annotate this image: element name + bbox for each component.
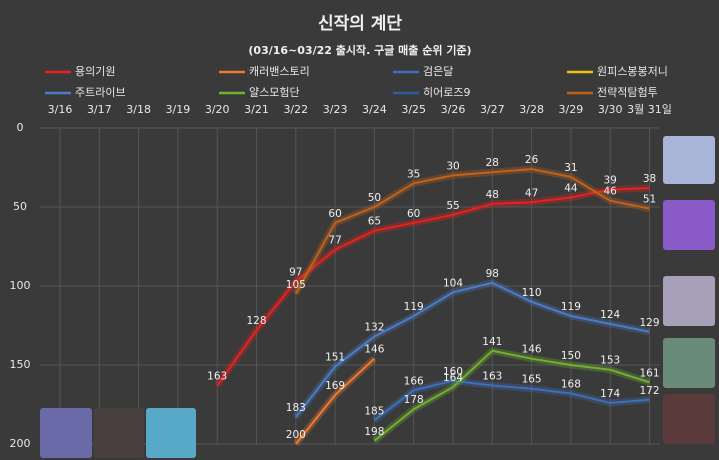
- icon: [663, 200, 715, 250]
- x-tick-label: 3/29: [559, 103, 584, 116]
- data-label: 98: [486, 268, 499, 280]
- data-label: 163: [207, 371, 227, 383]
- data-label: 51: [643, 194, 656, 206]
- data-label: 97: [289, 266, 302, 278]
- data-label: 47: [525, 187, 538, 199]
- data-label: 168: [561, 378, 581, 390]
- x-tick-label: 3/30: [598, 103, 623, 116]
- data-label: 160: [443, 366, 463, 378]
- data-label: 119: [561, 301, 581, 313]
- x-tick-label: 3/27: [480, 103, 505, 116]
- icon: [663, 136, 715, 184]
- data-label: 151: [325, 352, 345, 364]
- data-label: 150: [561, 350, 581, 362]
- y-tick-label: 150: [10, 358, 31, 371]
- data-label: 104: [443, 277, 463, 289]
- data-label: 46: [604, 186, 618, 198]
- x-tick-label: 3/28: [519, 103, 544, 116]
- icon: [663, 338, 715, 388]
- data-label: 60: [328, 208, 341, 220]
- data-label: 30: [446, 160, 459, 172]
- x-tick-label: 3/18: [126, 103, 151, 116]
- x-tick-label: 3/24: [362, 103, 387, 116]
- data-label: 26: [525, 154, 539, 166]
- data-label: 165: [522, 374, 542, 386]
- icon: [94, 408, 144, 458]
- x-tick-label: 3/23: [323, 103, 348, 116]
- data-label: 146: [522, 344, 542, 356]
- series-line: [295, 281, 650, 418]
- data-label: 129: [639, 317, 659, 329]
- icon: [663, 394, 715, 444]
- chart-title: 신작의 계단: [318, 14, 402, 34]
- data-label: 65: [368, 216, 381, 228]
- data-label: 31: [564, 162, 577, 174]
- data-label: 28: [486, 157, 499, 169]
- legend-label: 전략적탐험투: [597, 86, 658, 99]
- data-label: 169: [325, 380, 345, 392]
- data-label: 48: [486, 189, 499, 201]
- data-label: 141: [482, 336, 502, 348]
- x-tick-label: 3/26: [441, 103, 466, 116]
- x-tick-label: 3/17: [87, 103, 112, 116]
- data-label: 200: [286, 429, 306, 441]
- game-icons: [40, 136, 715, 458]
- data-label: 178: [404, 394, 424, 406]
- data-label: 105: [286, 279, 306, 291]
- x-tick-label: 3/22: [283, 103, 308, 116]
- data-label: 77: [328, 235, 341, 247]
- data-label: 128: [246, 315, 266, 327]
- y-tick-label: 50: [13, 200, 27, 213]
- icon: [663, 276, 715, 326]
- series-line: [295, 357, 376, 445]
- data-label: 146: [364, 344, 384, 356]
- x-tick-label: 3/16: [48, 103, 73, 116]
- legend-label: 검은달: [423, 65, 453, 78]
- data-label: 110: [522, 287, 542, 299]
- data-label: 164: [443, 372, 463, 384]
- icon: [40, 408, 92, 458]
- data-label: 38: [643, 173, 656, 185]
- data-label: 132: [364, 322, 384, 334]
- legend-label: 주트라이브: [75, 86, 126, 99]
- data-label: 166: [404, 375, 424, 387]
- data-label: 39: [604, 175, 617, 187]
- data-label: 119: [404, 301, 424, 313]
- x-tick-label: 3/21: [244, 103, 269, 116]
- data-label: 50: [368, 192, 381, 204]
- x-tick-label: 3/20: [205, 103, 230, 116]
- data-label: 153: [600, 355, 620, 367]
- series-line: [294, 168, 650, 295]
- series-line: [373, 349, 650, 442]
- data-label: 163: [482, 371, 502, 383]
- data-label: 35: [407, 168, 420, 180]
- series-line: [216, 187, 650, 387]
- data-label: 55: [446, 200, 459, 212]
- y-tick-label: 200: [10, 437, 31, 450]
- data-label: 172: [639, 385, 659, 397]
- legend-label: 원피스봉봉저니: [597, 65, 668, 78]
- legend-label: 얄스모험단: [249, 85, 300, 99]
- x-tick-label: 3/19: [166, 103, 191, 116]
- y-tick-label: 0: [17, 121, 24, 134]
- chart-subtitle: (03/16~03/22 출시작. 구글 매출 순위 기준): [248, 43, 471, 57]
- series-line: [373, 379, 650, 422]
- data-label: 161: [639, 367, 659, 379]
- data-label: 60: [407, 208, 420, 220]
- legend-label: 용의기원: [75, 65, 115, 78]
- data-label: 174: [600, 388, 620, 400]
- icon: [146, 408, 196, 458]
- data-label: 185: [364, 405, 384, 417]
- data-label: 124: [600, 309, 620, 321]
- x-tick-label: 3/25: [401, 103, 426, 116]
- data-label: 198: [364, 426, 384, 438]
- data-label: 183: [286, 402, 306, 414]
- legend-label: 캐러밴스토리: [249, 65, 310, 78]
- y-tick-label: 100: [10, 279, 31, 292]
- x-tick-label: 3월 31일: [627, 102, 672, 116]
- data-label: 44: [564, 183, 578, 195]
- legend-label: 히어로즈9: [423, 85, 470, 99]
